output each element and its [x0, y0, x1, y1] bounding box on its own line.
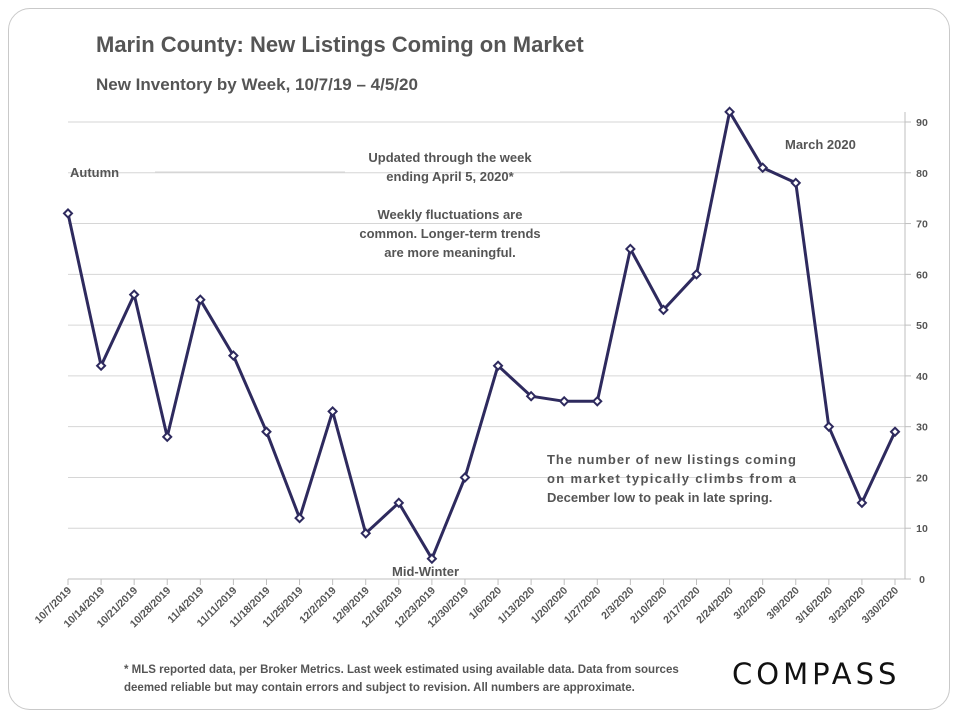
data-point — [724, 106, 736, 118]
data-point — [558, 395, 570, 407]
data-point — [161, 431, 173, 443]
data-point — [95, 360, 107, 372]
data-point — [525, 390, 537, 402]
y-tick-label: 90 — [916, 117, 928, 129]
y-tick-label: 70 — [916, 219, 928, 231]
x-tick-label: 1/27/2020 — [562, 585, 604, 627]
annotation-updated-line1: Updated through the week — [368, 150, 532, 165]
data-point — [790, 177, 802, 189]
annotation-weekly-line2: common. Longer-term trends — [359, 226, 540, 241]
annotation-trend-line1: The number of new listings coming — [547, 452, 796, 467]
data-point — [426, 553, 438, 565]
data-point — [591, 395, 603, 407]
data-point — [691, 268, 702, 280]
y-tick-label: 30 — [916, 422, 928, 434]
data-point — [658, 304, 669, 316]
footnote-line2: deemed reliable but may contain errors a… — [124, 682, 635, 694]
data-point — [128, 289, 140, 301]
annotation-march: March 2020 — [785, 137, 856, 152]
annotations: Autumn Updated through the week ending A… — [70, 137, 856, 579]
y-tick-label: 10 — [916, 523, 928, 535]
compass-logo: COMPASS — [732, 657, 901, 691]
x-tick-labels: 10/7/201910/14/201910/21/201910/28/20191… — [33, 585, 902, 631]
data-point — [393, 497, 405, 509]
annotation-trend-line2: on market typically climbs from a — [547, 471, 797, 486]
annotation-weekly-line1: Weekly fluctuations are — [378, 207, 523, 222]
chart-subtitle: New Inventory by Week, 10/7/19 – 4/5/20 — [96, 75, 418, 94]
data-point — [624, 243, 636, 255]
x-tick-label: 3/2/2020 — [731, 585, 768, 622]
series-line — [66, 110, 897, 561]
annotation-autumn: Autumn — [70, 165, 119, 180]
chart-card — [8, 8, 950, 710]
data-point — [327, 406, 339, 417]
data-point — [294, 512, 305, 524]
x-tick-label: 3/30/2020 — [860, 585, 902, 627]
x-tick-label: 2/24/2020 — [694, 585, 736, 627]
annotation-updated-line2: ending April 5, 2020* — [386, 169, 514, 184]
data-point — [856, 497, 868, 509]
y-tick-label: 40 — [916, 371, 928, 383]
data-point — [757, 162, 769, 174]
data-point — [62, 207, 74, 219]
annotation-midwinter: Mid-Winter — [392, 564, 459, 579]
annotation-weekly-line3: are more meaningful. — [384, 245, 515, 260]
data-point — [459, 472, 471, 483]
data-point — [360, 527, 372, 539]
x-axis — [67, 578, 905, 585]
data-point — [194, 294, 206, 306]
data-point — [823, 421, 835, 433]
y-tick-label: 60 — [916, 269, 928, 281]
y-tick-labels: 0 10 20 30 40 50 60 70 80 90 — [916, 117, 928, 586]
data-point — [227, 350, 239, 361]
y-tick-label: 80 — [916, 168, 928, 180]
data-point — [261, 426, 272, 438]
series-new-listings — [62, 106, 901, 565]
data-point — [889, 426, 901, 438]
annotation-trend-line3: December low to peak in late spring. — [547, 490, 772, 505]
footnote-line1: * MLS reported data, per Broker Metrics.… — [124, 664, 679, 676]
chart-title: Marin County: New Listings Coming on Mar… — [96, 32, 584, 57]
footnote: * MLS reported data, per Broker Metrics.… — [124, 661, 714, 697]
y-tick-label: 0 — [919, 574, 925, 586]
data-point — [492, 360, 504, 372]
y-tick-label: 20 — [916, 472, 928, 484]
y-tick-label: 50 — [916, 320, 928, 332]
gridlines — [68, 112, 911, 580]
